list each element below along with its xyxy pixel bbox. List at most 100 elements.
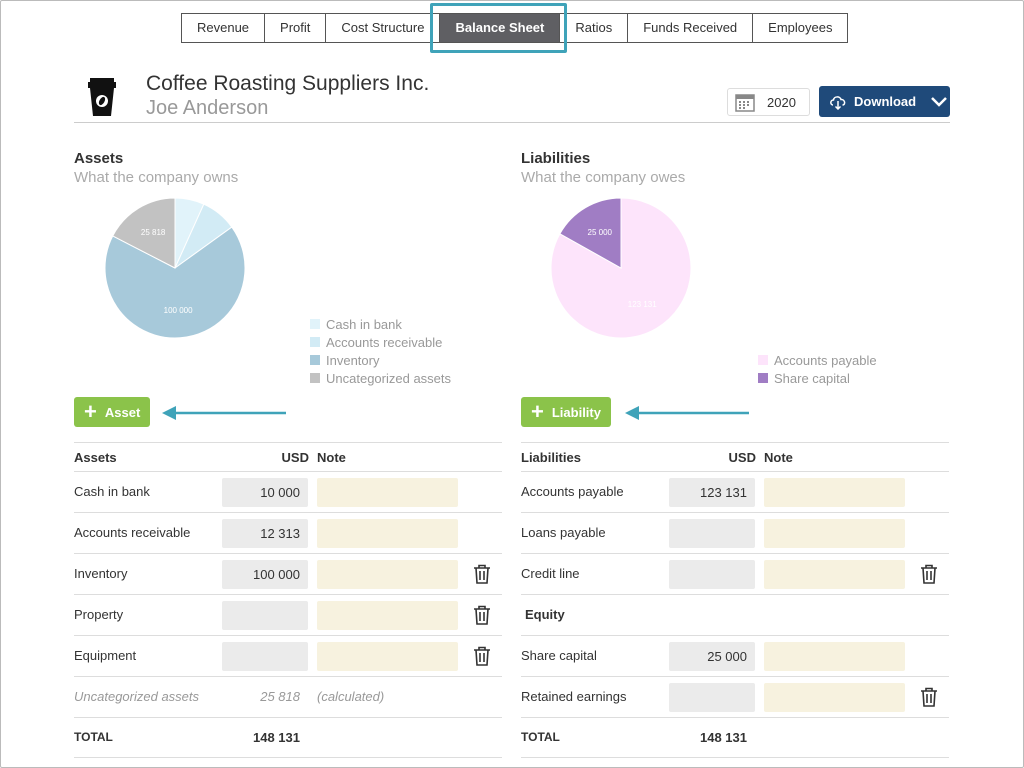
note-input[interactable] <box>764 683 905 712</box>
row-label: Accounts payable <box>521 484 624 499</box>
company-name: Coffee Roasting Suppliers Inc. <box>146 72 430 95</box>
pie-data-label: 100 000 <box>164 306 193 315</box>
legend-item: Cash in bank <box>310 315 451 333</box>
column-header-usd: USD <box>728 450 756 465</box>
total-label: TOTAL <box>74 730 113 744</box>
note-input[interactable] <box>317 601 458 630</box>
usd-input[interactable] <box>669 519 755 548</box>
trash-icon[interactable] <box>473 646 491 666</box>
pie-slice <box>112 197 176 269</box>
add-asset-label: Asset <box>104 404 141 420</box>
note-input[interactable] <box>764 560 905 589</box>
legend-label: Uncategorized assets <box>326 370 452 386</box>
column-header-assets: Assets <box>74 450 117 465</box>
tab-ratios[interactable]: Ratios <box>560 14 629 42</box>
table-row: Credit line <box>521 553 949 594</box>
pie-data-label: 25 818 <box>141 228 166 237</box>
usd-input[interactable]: 123 131 <box>669 478 755 507</box>
equity-heading-row: Equity <box>521 594 949 635</box>
table-row-uncategorized: Uncategorized assets 25 818 (calculated) <box>74 676 502 717</box>
header-divider <box>74 122 950 123</box>
note-input[interactable] <box>317 478 458 507</box>
usd-input[interactable] <box>222 601 308 630</box>
legend-item: Share capital <box>758 369 877 387</box>
table-row: Accounts receivable 12 313 <box>74 512 502 553</box>
usd-input[interactable] <box>669 683 755 712</box>
legend-swatch <box>758 355 768 365</box>
table-row: Loans payable <box>521 512 949 553</box>
trash-icon[interactable] <box>473 564 491 584</box>
legend-item: Accounts receivable <box>310 333 451 351</box>
cloud-download-icon <box>830 95 846 110</box>
note-input[interactable] <box>764 642 905 671</box>
table-row: Inventory 100 000 <box>74 553 502 594</box>
row-label: Uncategorized assets <box>74 689 200 704</box>
usd-input[interactable]: 10 000 <box>222 478 308 507</box>
add-liability-label: Liability <box>551 404 601 420</box>
tab-profit[interactable]: Profit <box>265 14 327 42</box>
plus-icon: + <box>531 399 544 424</box>
table-row: Accounts payable 123 131 <box>521 471 949 512</box>
table-row: Equipment <box>74 635 502 676</box>
usd-input[interactable] <box>222 642 308 671</box>
note-input[interactable] <box>317 642 458 671</box>
row-label: Retained earnings <box>521 689 627 704</box>
add-liability-button[interactable]: + Liability <box>521 397 611 427</box>
legend-swatch <box>758 373 768 383</box>
legend-label: Accounts receivable <box>326 334 443 350</box>
trash-icon[interactable] <box>473 605 491 625</box>
equity-heading: Equity <box>525 607 565 622</box>
year-selector[interactable]: 2020 <box>727 88 810 116</box>
row-label: Inventory <box>74 566 128 581</box>
note-input[interactable] <box>764 478 905 507</box>
legend-swatch <box>310 319 320 329</box>
tab-revenue[interactable]: Revenue <box>182 14 266 42</box>
column-header-usd: USD <box>281 450 309 465</box>
tab-cost-structure[interactable]: Cost Structure <box>326 14 441 42</box>
liabilities-legend: Accounts payable Share capital <box>758 351 877 387</box>
usd-input[interactable]: 100 000 <box>222 560 308 589</box>
row-label: Equipment <box>74 648 137 663</box>
table-row-total: TOTAL 148 131 <box>521 717 949 758</box>
row-label: Loans payable <box>521 525 606 540</box>
calendar-icon <box>735 94 755 112</box>
usd-input[interactable]: 12 313 <box>222 519 308 548</box>
note-input[interactable] <box>317 560 458 589</box>
calculated-value: 25 818 <box>260 689 300 704</box>
assets-pie-chart: 100 000 25 818 <box>104 197 246 339</box>
note-input[interactable] <box>764 519 905 548</box>
legend-item: Uncategorized assets <box>310 369 451 387</box>
column-header-note: Note <box>317 450 346 465</box>
liabilities-subtitle: What the company owes <box>521 169 686 186</box>
trash-icon[interactable] <box>920 564 938 584</box>
tab-funds-received[interactable]: Funds Received <box>628 14 754 42</box>
download-button[interactable]: Download <box>819 86 950 117</box>
download-label: Download <box>854 94 917 109</box>
note-input[interactable] <box>317 519 458 548</box>
row-label: Accounts receivable <box>74 525 191 540</box>
row-label: Share capital <box>521 648 597 663</box>
legend-swatch <box>310 355 320 365</box>
usd-input[interactable]: 25 000 <box>669 642 755 671</box>
pie-slice <box>559 197 622 269</box>
legend-label: Inventory <box>326 352 380 368</box>
total-label: TOTAL <box>521 730 560 744</box>
total-value: 148 131 <box>253 730 300 745</box>
plus-icon: + <box>84 399 97 424</box>
total-value: 148 131 <box>700 730 747 745</box>
column-header-note: Note <box>764 450 793 465</box>
table-header: Liabilities USD Note <box>521 442 949 471</box>
legend-item: Inventory <box>310 351 451 369</box>
trash-icon[interactable] <box>920 687 938 707</box>
tab-balance-sheet[interactable]: Balance Sheet <box>440 14 561 42</box>
assets-title: Assets <box>74 150 124 167</box>
usd-input[interactable] <box>669 560 755 589</box>
liabilities-pie-chart: 123 131 25 000 <box>550 197 692 339</box>
tab-bar: Revenue Profit Cost Structure Balance Sh… <box>181 13 849 43</box>
table-row-total: TOTAL 148 131 <box>74 717 502 758</box>
add-asset-button[interactable]: + Asset <box>74 397 151 427</box>
tab-employees[interactable]: Employees <box>768 20 833 35</box>
row-label: Property <box>74 607 124 622</box>
table-header: Assets USD Note <box>74 442 502 471</box>
legend-swatch <box>310 373 320 383</box>
